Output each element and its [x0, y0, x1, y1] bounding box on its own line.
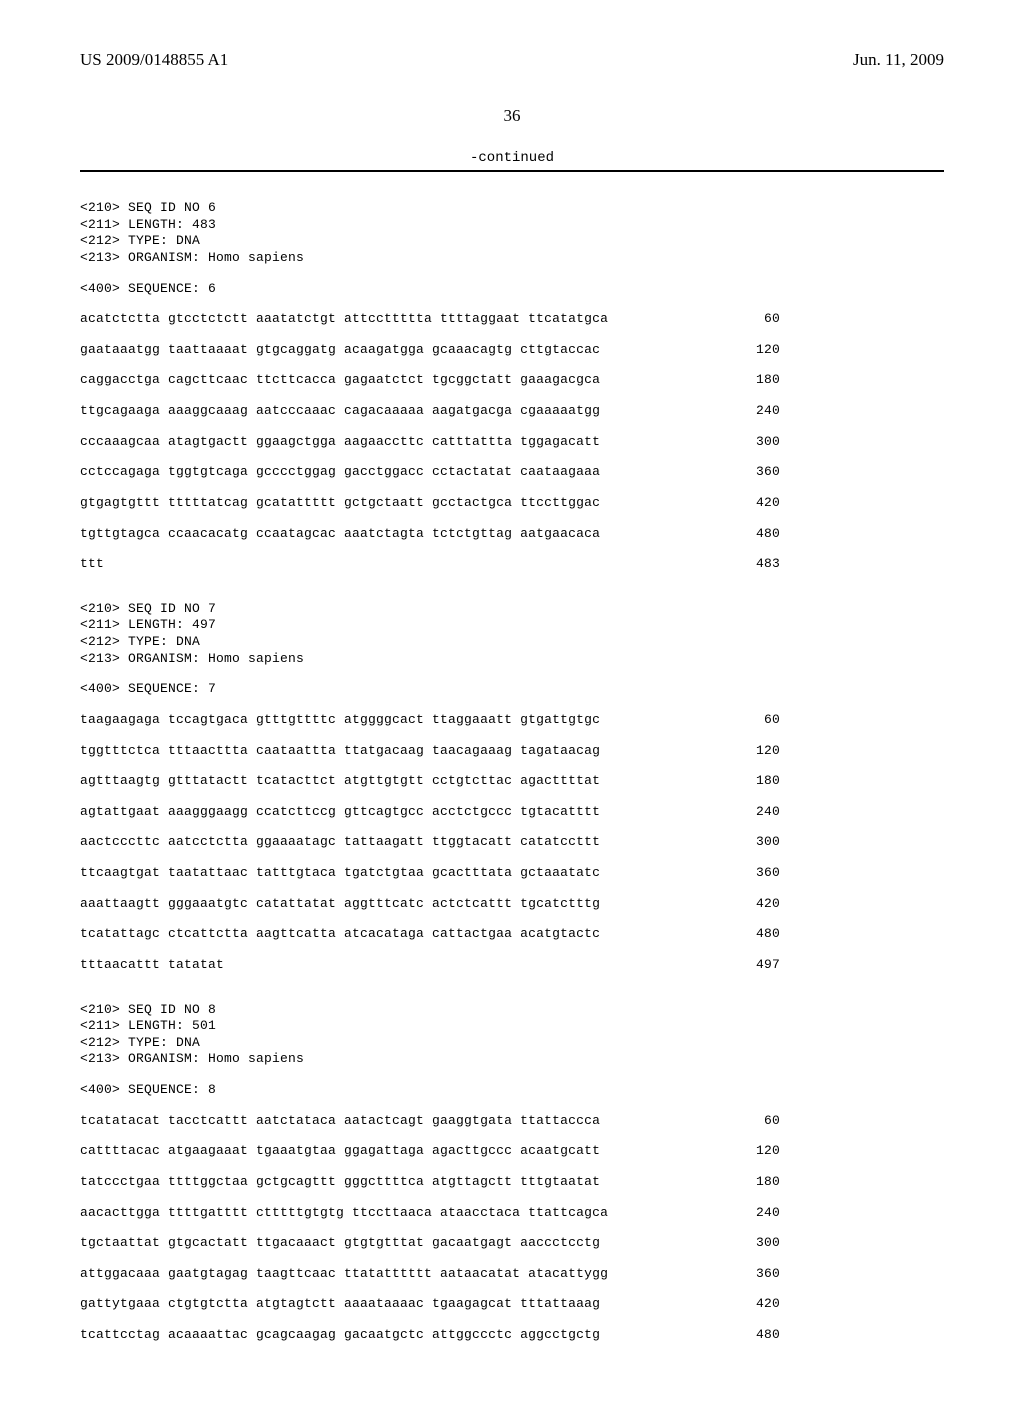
- sequence-line: tcatattagc ctcattctta aagttcatta atcacat…: [80, 926, 780, 943]
- sequence-line: agtattgaat aaagggaagg ccatcttccg gttcagt…: [80, 804, 780, 821]
- sequence-text: cccaaagcaa atagtgactt ggaagctgga aagaacc…: [80, 434, 600, 451]
- sequence-position: 240: [730, 403, 780, 420]
- sequence-position: 497: [730, 957, 780, 974]
- sequence-line: ttt 483: [80, 556, 780, 573]
- sequence-block: tcatatacat tacctcattt aatctataca aatactc…: [80, 1113, 944, 1344]
- sequence-line: taagaagaga tccagtgaca gtttgttttc atggggc…: [80, 712, 780, 729]
- sequence-block: taagaagaga tccagtgaca gtttgttttc atggggc…: [80, 712, 944, 974]
- sequence-position: 180: [730, 773, 780, 790]
- sequence-line: gaataaatgg taattaaaat gtgcaggatg acaagat…: [80, 342, 780, 359]
- sequence-meta: <210> SEQ ID NO 8 <211> LENGTH: 501 <212…: [80, 1002, 944, 1069]
- sequence-text: ttcaagtgat taatattaac tatttgtaca tgatctg…: [80, 865, 600, 882]
- sequence-line: cattttacac atgaagaaat tgaaatgtaa ggagatt…: [80, 1143, 780, 1160]
- sequence-label: <400> SEQUENCE: 6: [80, 281, 944, 298]
- sequence-position: 300: [730, 434, 780, 451]
- sequence-line: cctccagaga tggtgtcaga gcccctggag gacctgg…: [80, 464, 780, 481]
- sequence-text: cattttacac atgaagaaat tgaaatgtaa ggagatt…: [80, 1143, 600, 1160]
- sequence-meta: <210> SEQ ID NO 7 <211> LENGTH: 497 <212…: [80, 601, 944, 668]
- sequence-text: gattytgaaa ctgtgtctta atgtagtctt aaaataa…: [80, 1296, 600, 1313]
- sequence-label: <400> SEQUENCE: 8: [80, 1082, 944, 1099]
- sequence-position: 360: [730, 865, 780, 882]
- sequence-text: aactcccttc aatcctctta ggaaaatagc tattaag…: [80, 834, 600, 851]
- sequence-line: cccaaagcaa atagtgactt ggaagctgga aagaacc…: [80, 434, 780, 451]
- sequence-position: 420: [730, 495, 780, 512]
- sequence-text: attggacaaa gaatgtagag taagttcaac ttatatt…: [80, 1266, 608, 1283]
- sequence-line: tttaacattt tatatat 497: [80, 957, 780, 974]
- publication-number: US 2009/0148855 A1: [80, 50, 228, 70]
- sequence-line: aaattaagtt gggaaatgtc catattatat aggtttc…: [80, 896, 780, 913]
- sequence-line: gattytgaaa ctgtgtctta atgtagtctt aaaataa…: [80, 1296, 780, 1313]
- sequence-block: acatctctta gtcctctctt aaatatctgt attcctt…: [80, 311, 944, 573]
- sequence-position: 360: [730, 1266, 780, 1283]
- divider: [80, 170, 944, 172]
- sequence-text: ttt: [80, 556, 104, 573]
- sequence-text: tttaacattt tatatat: [80, 957, 224, 974]
- sequence-line: tcatatacat tacctcattt aatctataca aatactc…: [80, 1113, 780, 1130]
- sequence-line: tatccctgaa ttttggctaa gctgcagttt gggcttt…: [80, 1174, 780, 1191]
- sequence-position: 60: [730, 1113, 780, 1130]
- sequence-line: aacacttgga ttttgatttt ctttttgtgtg ttcctt…: [80, 1205, 780, 1222]
- sequence-position: 240: [730, 1205, 780, 1222]
- sequence-text: tggtttctca tttaacttta caataattta ttatgac…: [80, 743, 600, 760]
- sequence-position: 120: [730, 743, 780, 760]
- sequence-position: 420: [730, 896, 780, 913]
- sequence-position: 240: [730, 804, 780, 821]
- sequence-line: gtgagtgttt tttttatcag gcatattttt gctgcta…: [80, 495, 780, 512]
- sequence-text: tcatattagc ctcattctta aagttcatta atcacat…: [80, 926, 600, 943]
- sequence-line: attggacaaa gaatgtagag taagttcaac ttatatt…: [80, 1266, 780, 1283]
- sequence-text: tgttgtagca ccaacacatg ccaatagcac aaatcta…: [80, 526, 600, 543]
- sequence-position: 60: [730, 712, 780, 729]
- sequence-line: tcattcctag acaaaattac gcagcaagag gacaatg…: [80, 1327, 780, 1344]
- sequence-position: 300: [730, 1235, 780, 1252]
- sequence-position: 480: [730, 1327, 780, 1344]
- sequence-line: aactcccttc aatcctctta ggaaaatagc tattaag…: [80, 834, 780, 851]
- sequence-text: acatctctta gtcctctctt aaatatctgt attcctt…: [80, 311, 608, 328]
- page-number: 36: [80, 106, 944, 126]
- sequence-text: agtattgaat aaagggaagg ccatcttccg gttcagt…: [80, 804, 600, 821]
- sequence-position: 180: [730, 372, 780, 389]
- sequence-line: tgctaattat gtgcactatt ttgacaaact gtgtgtt…: [80, 1235, 780, 1252]
- sequence-text: tgctaattat gtgcactatt ttgacaaact gtgtgtt…: [80, 1235, 600, 1252]
- sequence-line: caggacctga cagcttcaac ttcttcacca gagaatc…: [80, 372, 780, 389]
- page-header: US 2009/0148855 A1 Jun. 11, 2009: [80, 50, 944, 70]
- sequence-text: gtgagtgttt tttttatcag gcatattttt gctgcta…: [80, 495, 600, 512]
- sequence-text: aacacttgga ttttgatttt ctttttgtgtg ttcctt…: [80, 1205, 608, 1222]
- sequence-position: 300: [730, 834, 780, 851]
- sequence-text: tatccctgaa ttttggctaa gctgcagttt gggcttt…: [80, 1174, 600, 1191]
- sequence-line: agtttaagtg gtttatactt tcatacttct atgttgt…: [80, 773, 780, 790]
- sequence-position: 360: [730, 464, 780, 481]
- sequence-text: gaataaatgg taattaaaat gtgcaggatg acaagat…: [80, 342, 600, 359]
- sequence-text: aaattaagtt gggaaatgtc catattatat aggtttc…: [80, 896, 600, 913]
- sequence-position: 120: [730, 1143, 780, 1160]
- sequence-position: 60: [730, 311, 780, 328]
- sequence-position: 480: [730, 526, 780, 543]
- sequence-text: tcatatacat tacctcattt aatctataca aatactc…: [80, 1113, 600, 1130]
- sequence-text: caggacctga cagcttcaac ttcttcacca gagaatc…: [80, 372, 600, 389]
- sequence-position: 180: [730, 1174, 780, 1191]
- sequence-text: tcattcctag acaaaattac gcagcaagag gacaatg…: [80, 1327, 600, 1344]
- sequence-line: ttcaagtgat taatattaac tatttgtaca tgatctg…: [80, 865, 780, 882]
- sequence-text: ttgcagaaga aaaggcaaag aatcccaaac cagacaa…: [80, 403, 600, 420]
- sequence-position: 420: [730, 1296, 780, 1313]
- sequence-line: ttgcagaaga aaaggcaaag aatcccaaac cagacaa…: [80, 403, 780, 420]
- sequence-text: agtttaagtg gtttatactt tcatacttct atgttgt…: [80, 773, 600, 790]
- sequence-line: tggtttctca tttaacttta caataattta ttatgac…: [80, 743, 780, 760]
- sequence-text: cctccagaga tggtgtcaga gcccctggag gacctgg…: [80, 464, 600, 481]
- continued-label: -continued: [80, 150, 944, 166]
- sequence-line: tgttgtagca ccaacacatg ccaatagcac aaatcta…: [80, 526, 780, 543]
- sequence-position: 483: [730, 556, 780, 573]
- sequence-line: acatctctta gtcctctctt aaatatctgt attcctt…: [80, 311, 780, 328]
- sequence-label: <400> SEQUENCE: 7: [80, 681, 944, 698]
- sequence-meta: <210> SEQ ID NO 6 <211> LENGTH: 483 <212…: [80, 200, 944, 267]
- publication-date: Jun. 11, 2009: [853, 50, 944, 70]
- sequence-position: 120: [730, 342, 780, 359]
- sequence-position: 480: [730, 926, 780, 943]
- sequence-text: taagaagaga tccagtgaca gtttgttttc atggggc…: [80, 712, 600, 729]
